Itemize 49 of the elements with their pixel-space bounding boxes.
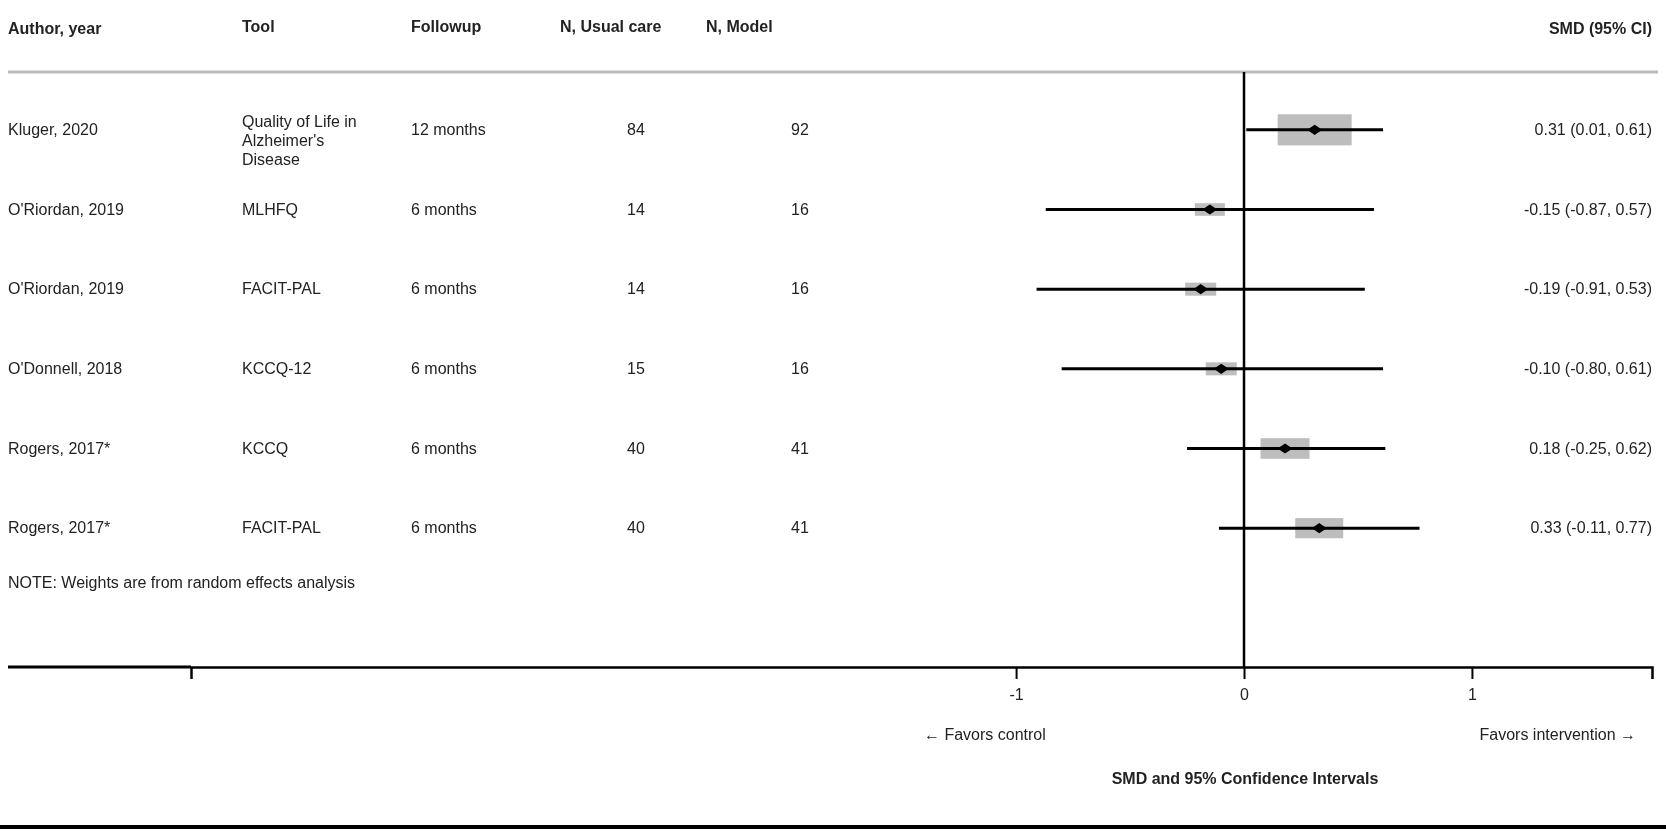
annotation: NOTE: Weights are from random effects analysis <box>8 574 356 591</box>
text: N, Usual care <box>560 18 662 35</box>
annotation: -0.10 (-0.80, 0.61) <box>1523 359 1652 377</box>
annotation: 6 months <box>411 280 477 298</box>
annotation: -0.15 (-0.87, 0.57) <box>1523 200 1652 218</box>
annotation: 16 <box>791 280 809 298</box>
y-axis-title: Author, year <box>8 20 102 37</box>
y-tick-label: O'Riordan, 2019 <box>8 280 125 298</box>
annotation: 0.18 (-0.25, 0.62) <box>1529 439 1652 457</box>
annotation: 6 months <box>411 519 477 537</box>
y-tick-label: Rogers, 2017* <box>8 519 111 537</box>
annotation: 40 <box>627 519 645 537</box>
annotation: FACIT-PAL <box>242 280 321 298</box>
annotation: 40 <box>627 439 645 457</box>
text: Favors intervention → <box>1479 726 1636 743</box>
annotation: 92 <box>791 120 809 138</box>
annotation: 12 months <box>411 120 486 138</box>
annotation: 14 <box>627 200 645 218</box>
annotation: 0.33 (-0.11, 0.77) <box>1530 519 1652 537</box>
text: N, Model <box>706 18 773 35</box>
text: ← Favors control <box>924 726 1046 743</box>
text: SMD (95% CI) <box>1548 20 1652 37</box>
text: Tool <box>242 18 275 35</box>
x-tick-label: 1 <box>1467 686 1477 704</box>
y-tick-label: O'Riordan, 2019 <box>8 200 125 218</box>
x-tick-label: -1 <box>1009 686 1024 704</box>
text: Followup <box>411 18 482 35</box>
annotation: FACIT-PAL <box>242 519 321 537</box>
annotation: 84 <box>627 120 645 138</box>
x-tick-label: 0 <box>1240 686 1250 704</box>
annotation: Quality of Life in Alzheimer's Disease <box>242 112 357 168</box>
annotation: 6 months <box>411 439 477 457</box>
y-tick-label: Kluger, 2020 <box>8 120 98 138</box>
annotation: 14 <box>627 280 645 298</box>
annotation: MLHFQ <box>242 200 298 218</box>
y-tick-label: Rogers, 2017* <box>8 439 111 457</box>
annotation: 41 <box>791 519 809 537</box>
annotation: KCCQ-12 <box>242 359 312 377</box>
annotation: 6 months <box>411 200 477 218</box>
annotation: 6 months <box>411 359 477 377</box>
annotation: 41 <box>791 439 809 457</box>
annotation: 0.31 (0.01, 0.61) <box>1534 120 1652 138</box>
y-tick-label: O'Donnell, 2018 <box>8 359 123 377</box>
annotation: 16 <box>791 359 809 377</box>
annotation: 16 <box>791 200 809 218</box>
annotation: -0.19 (-0.91, 0.53) <box>1523 280 1652 298</box>
x-axis-title: SMD and 95% Confidence Intervals <box>1111 770 1379 787</box>
annotation: 15 <box>627 359 645 377</box>
annotation: KCCQ <box>242 439 289 457</box>
